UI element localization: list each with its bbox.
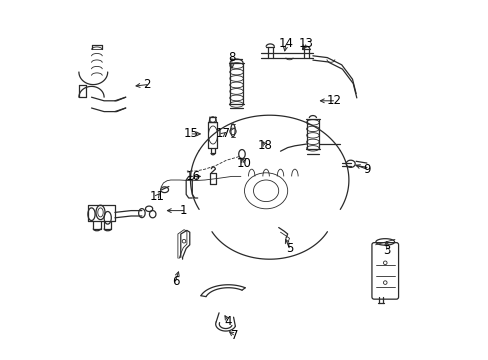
Text: 10: 10	[237, 157, 251, 170]
Text: 3: 3	[382, 244, 389, 257]
Text: 17: 17	[216, 127, 231, 140]
Text: 11: 11	[150, 190, 164, 203]
Text: 15: 15	[183, 127, 198, 140]
Text: 13: 13	[298, 37, 313, 50]
Text: 18: 18	[257, 139, 272, 152]
Text: 6: 6	[171, 275, 179, 288]
Text: 12: 12	[325, 94, 341, 107]
Text: 7: 7	[230, 329, 238, 342]
Text: 9: 9	[363, 163, 370, 176]
Text: 14: 14	[278, 37, 293, 50]
Text: 5: 5	[285, 242, 293, 255]
Text: 2: 2	[143, 78, 151, 91]
Text: 1: 1	[179, 204, 187, 217]
Text: 4: 4	[224, 315, 232, 328]
Text: 8: 8	[228, 51, 235, 64]
Text: 16: 16	[185, 170, 201, 183]
